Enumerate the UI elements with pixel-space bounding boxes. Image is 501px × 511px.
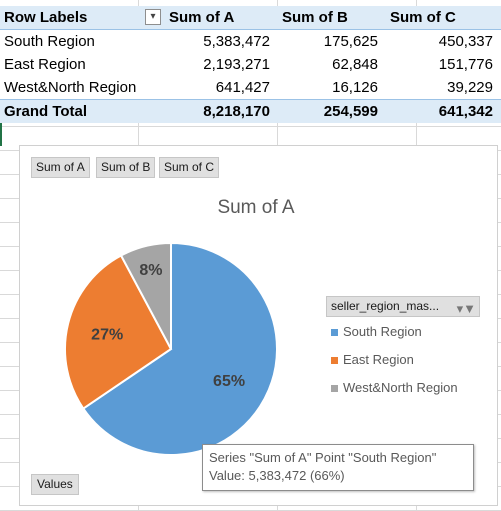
pie-label-south: 65%	[213, 373, 245, 390]
legend-item-west-north[interactable]: West&North Region	[331, 380, 458, 395]
header-sum-b[interactable]: Sum of B	[278, 6, 386, 30]
tooltip-series-line: Series "Sum of A" Point "South Region"	[209, 450, 437, 465]
chart-tooltip: Series "Sum of A" Point "South Region" V…	[202, 444, 474, 491]
legend-field-filter-label: seller_region_mas...	[331, 299, 440, 313]
cell-value[interactable]: 641,427	[215, 79, 270, 96]
header-row-labels[interactable]: Row Labels ▾	[0, 6, 165, 30]
row-label[interactable]: South Region	[4, 33, 95, 50]
field-button-sum-a[interactable]: Sum of A	[31, 157, 90, 178]
pie-label-west-north: 8%	[139, 262, 162, 279]
pivot-table: Row Labels ▾ Sum of A Sum of B Sum of C …	[0, 6, 501, 123]
table-row: South Region 5,383,472 175,625 450,337	[0, 30, 501, 54]
pivot-header-row: Row Labels ▾ Sum of A Sum of B Sum of C	[0, 6, 501, 30]
legend-swatch-south	[331, 329, 338, 337]
field-button-sum-b[interactable]: Sum of B	[96, 157, 156, 178]
table-row: East Region 2,193,271 62,848 151,776	[0, 53, 501, 76]
grand-total-value[interactable]: 254,599	[278, 99, 386, 123]
cell-value[interactable]: 175,625	[323, 33, 378, 50]
legend-swatch-west-north	[331, 385, 338, 393]
legend-item-east[interactable]: East Region	[331, 352, 414, 367]
pie-slice-east[interactable]	[64, 254, 173, 410]
pivot-chart[interactable]: Sum of A Sum of B Sum of C Sum of A 65% 2…	[19, 145, 498, 506]
cell-value[interactable]: 39,229	[447, 79, 493, 96]
pie-label-east: 27%	[91, 326, 123, 343]
cell-value[interactable]: 151,776	[438, 56, 493, 73]
row-label[interactable]: West&North Region	[4, 79, 137, 96]
pie-slice-south[interactable]	[81, 241, 278, 456]
cell-value[interactable]: 5,383,472	[203, 33, 270, 50]
values-field-button[interactable]: Values	[31, 474, 79, 495]
legend-label: South Region	[343, 324, 422, 339]
grand-total-value[interactable]: 8,218,170	[165, 99, 278, 123]
field-button-sum-c[interactable]: Sum of C	[159, 157, 220, 178]
table-row: West&North Region 641,427 16,126 39,229	[0, 76, 501, 100]
filter-funnel-icon[interactable]: ▾▼	[456, 301, 476, 316]
cell-value[interactable]: 16,126	[332, 79, 378, 96]
header-sum-c[interactable]: Sum of C	[386, 6, 501, 30]
legend-field-filter[interactable]: seller_region_mas... ▾▼	[326, 296, 480, 317]
legend-label: East Region	[343, 352, 414, 367]
row-label[interactable]: East Region	[4, 56, 86, 73]
cell-value[interactable]: 2,193,271	[203, 56, 270, 73]
tooltip-value-line: Value: 5,383,472 (66%)	[209, 468, 345, 483]
pie-slice-west-north[interactable]	[119, 241, 172, 350]
header-sum-a[interactable]: Sum of A	[165, 6, 278, 30]
grand-total-value[interactable]: 641,342	[386, 99, 501, 123]
header-row-labels-text: Row Labels	[4, 9, 88, 26]
legend-label: West&North Region	[343, 380, 458, 395]
legend-swatch-east	[331, 357, 338, 365]
legend-item-south[interactable]: South Region	[331, 324, 422, 339]
pie-plot: 65% 27% 8%	[64, 241, 278, 456]
chart-title[interactable]: Sum of A	[217, 197, 295, 218]
row-labels-filter-icon[interactable]: ▾	[145, 9, 161, 25]
cell-value[interactable]: 62,848	[332, 56, 378, 73]
grand-total-label[interactable]: Grand Total	[0, 99, 165, 123]
active-cell-marker	[0, 122, 2, 146]
grand-total-row: Grand Total 8,218,170 254,599 641,342	[0, 99, 501, 123]
cell-value[interactable]: 450,337	[438, 33, 493, 50]
